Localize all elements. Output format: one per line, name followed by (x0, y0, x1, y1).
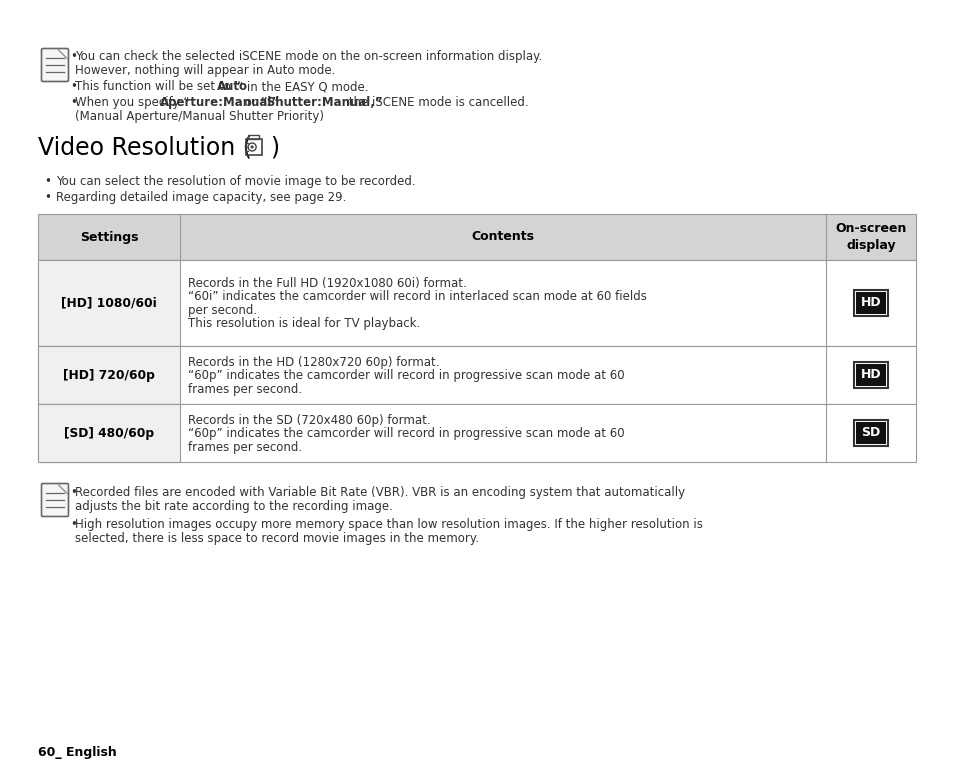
Text: •: • (70, 486, 77, 499)
Bar (38, 260, 180, 346)
Text: [SD] 480/60p: [SD] 480/60p (64, 427, 153, 440)
Text: •: • (70, 80, 77, 93)
Text: Records in the SD (720x480 60p) format.: Records in the SD (720x480 60p) format. (188, 414, 430, 427)
Text: Aperture:Manual”: Aperture:Manual” (160, 96, 280, 109)
Text: Settings: Settings (80, 231, 138, 244)
Text: •: • (44, 175, 51, 188)
Text: When you specify “: When you specify “ (75, 96, 190, 109)
Bar (38, 214, 915, 260)
Bar (855, 364, 885, 386)
Text: Records in the Full HD (1920x1080 60i) format.: Records in the Full HD (1920x1080 60i) f… (188, 277, 466, 290)
FancyBboxPatch shape (42, 483, 69, 516)
Text: HD: HD (860, 368, 881, 381)
Text: Video Resolution (: Video Resolution ( (38, 135, 252, 159)
Text: •: • (44, 191, 51, 204)
Bar (38, 346, 915, 404)
Text: the iSCENE mode is cancelled.: the iSCENE mode is cancelled. (345, 96, 529, 109)
Bar (38, 404, 915, 462)
Bar (38, 346, 180, 404)
Text: You can check the selected iSCENE mode on the on-screen information display.: You can check the selected iSCENE mode o… (75, 50, 541, 63)
Text: adjusts the bit rate according to the recording image.: adjusts the bit rate according to the re… (75, 500, 393, 513)
Bar (855, 292, 885, 314)
FancyBboxPatch shape (42, 48, 69, 81)
Text: ” in the EASY Q mode.: ” in the EASY Q mode. (236, 80, 368, 93)
Text: “60i” indicates the camcorder will record in interlaced scan mode at 60 fields: “60i” indicates the camcorder will recor… (188, 290, 646, 303)
Text: [HD] 720/60p: [HD] 720/60p (63, 368, 154, 381)
Text: 60_ English: 60_ English (38, 746, 116, 759)
Text: •: • (70, 96, 77, 109)
Bar (853, 420, 887, 446)
Text: HD: HD (860, 296, 881, 309)
Bar (853, 290, 887, 316)
Text: frames per second.: frames per second. (188, 383, 302, 396)
Text: per second.: per second. (188, 304, 257, 317)
Text: or: or (240, 96, 260, 109)
Text: This function will be set to “: This function will be set to “ (75, 80, 240, 93)
Text: Auto: Auto (216, 80, 248, 93)
Text: frames per second.: frames per second. (188, 440, 302, 453)
Text: On-screen
display: On-screen display (835, 222, 905, 252)
Bar (38, 260, 915, 346)
Circle shape (251, 146, 253, 149)
Text: SD: SD (861, 427, 880, 440)
Text: (Manual Aperture/Manual Shutter Priority): (Manual Aperture/Manual Shutter Priority… (75, 110, 324, 123)
Text: Contents: Contents (471, 231, 534, 244)
Text: Recorded files are encoded with Variable Bit Rate (VBR). VBR is an encoding syst: Recorded files are encoded with Variable… (75, 486, 684, 499)
Bar (853, 362, 887, 388)
Text: “Shutter:Manual,”: “Shutter:Manual,” (259, 96, 383, 109)
Text: [HD] 1080/60i: [HD] 1080/60i (61, 296, 156, 309)
Text: “60p” indicates the camcorder will record in progressive scan mode at 60: “60p” indicates the camcorder will recor… (188, 427, 624, 440)
Text: This resolution is ideal for TV playback.: This resolution is ideal for TV playback… (188, 317, 420, 330)
Bar (246, 139, 261, 155)
Text: Records in the HD (1280x720 60p) format.: Records in the HD (1280x720 60p) format. (188, 355, 439, 368)
Text: “60p” indicates the camcorder will record in progressive scan mode at 60: “60p” indicates the camcorder will recor… (188, 369, 624, 382)
Bar (855, 422, 885, 444)
Text: ): ) (270, 135, 279, 159)
Bar (248, 135, 259, 139)
Text: However, nothing will appear in Auto mode.: However, nothing will appear in Auto mod… (75, 64, 335, 77)
Text: Regarding detailed image capacity, see page 29.: Regarding detailed image capacity, see p… (56, 191, 346, 204)
Text: You can select the resolution of movie image to be recorded.: You can select the resolution of movie i… (56, 175, 416, 188)
Bar (38, 404, 180, 462)
Text: selected, there is less space to record movie images in the memory.: selected, there is less space to record … (75, 532, 478, 545)
Text: •: • (70, 50, 77, 63)
Text: •: • (70, 518, 77, 531)
Text: High resolution images occupy more memory space than low resolution images. If t: High resolution images occupy more memor… (75, 518, 702, 531)
